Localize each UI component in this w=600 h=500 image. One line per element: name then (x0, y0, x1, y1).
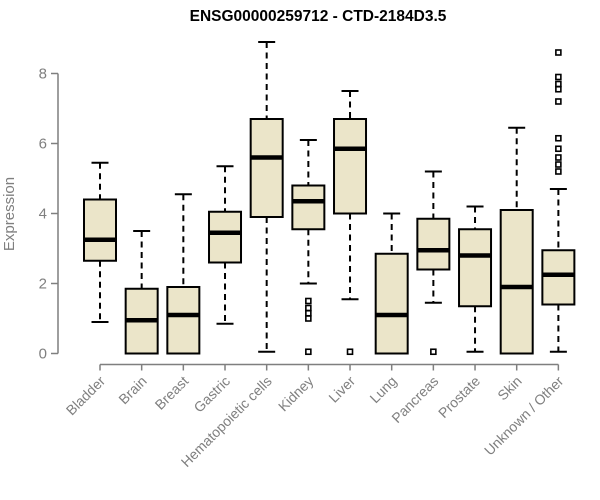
x-tick-label-liver: Liver (325, 373, 358, 406)
iqr-box (249, 118, 284, 218)
outlier-point (555, 98, 562, 105)
x-tick-label-skin: Skin (494, 373, 525, 404)
boxplot-liver (333, 90, 368, 356)
outlier-point (305, 309, 312, 317)
x-tick-label-kidney: Kidney (275, 373, 317, 415)
iqr-box (166, 286, 201, 355)
chart-title: ENSG00000259712 - CTD-2184D3.5 (190, 8, 447, 25)
boxplot-skin (499, 126, 534, 355)
outlier-point (555, 154, 562, 161)
boxplot-prostate (458, 205, 493, 353)
outlier-point (555, 73, 562, 81)
outlier-point (555, 134, 562, 142)
x-tick-label-unknown-other: Unknown / Other (481, 373, 567, 459)
outlier-point (555, 49, 562, 56)
outlier-point (305, 315, 312, 322)
boxplot-pancreas (416, 170, 451, 356)
iqr-box (208, 210, 243, 264)
outlier-point (305, 304, 312, 312)
y-axis-label: Expression (1, 177, 18, 251)
boxplot-kidney (291, 139, 326, 356)
outlier-point (555, 85, 562, 93)
y-tick-label: 2 (39, 276, 47, 293)
iqr-box (83, 198, 117, 262)
boxplot-unknown-other (541, 49, 576, 353)
outlier-point (555, 145, 562, 153)
y-tick-label: 4 (39, 206, 47, 223)
outlier-point (305, 297, 312, 305)
boxplot-brain (124, 230, 159, 355)
outlier-point (346, 348, 354, 356)
iqr-box (333, 118, 368, 215)
outlier-point (305, 348, 312, 356)
boxplot-series (83, 41, 576, 356)
iqr-box (416, 217, 451, 271)
boxplot-bladder (83, 161, 117, 323)
boxplot-gastric (208, 165, 243, 325)
outlier-point (555, 80, 562, 88)
x-tick-label-prostate: Prostate (435, 373, 483, 421)
y-tick-label: 0 (39, 346, 47, 363)
iqr-box (374, 252, 409, 355)
iqr-box (499, 209, 534, 355)
boxplot-hematopoietic-cells (249, 41, 284, 353)
outlier-point (555, 161, 562, 168)
outlier-point (555, 168, 562, 175)
y-tick-label: 8 (39, 66, 47, 83)
x-tick-label-breast: Breast (152, 373, 192, 413)
boxplot-breast (166, 193, 201, 355)
boxplot-lung (374, 212, 409, 355)
iqr-box (291, 184, 326, 231)
x-tick-label-bladder: Bladder (63, 373, 109, 419)
y-tick-label: 6 (39, 136, 47, 153)
x-tick-label-brain: Brain (115, 373, 149, 407)
x-tick-label-lung: Lung (366, 373, 399, 406)
iqr-box (458, 228, 493, 308)
outlier-point (430, 348, 437, 356)
iqr-box (541, 249, 576, 306)
